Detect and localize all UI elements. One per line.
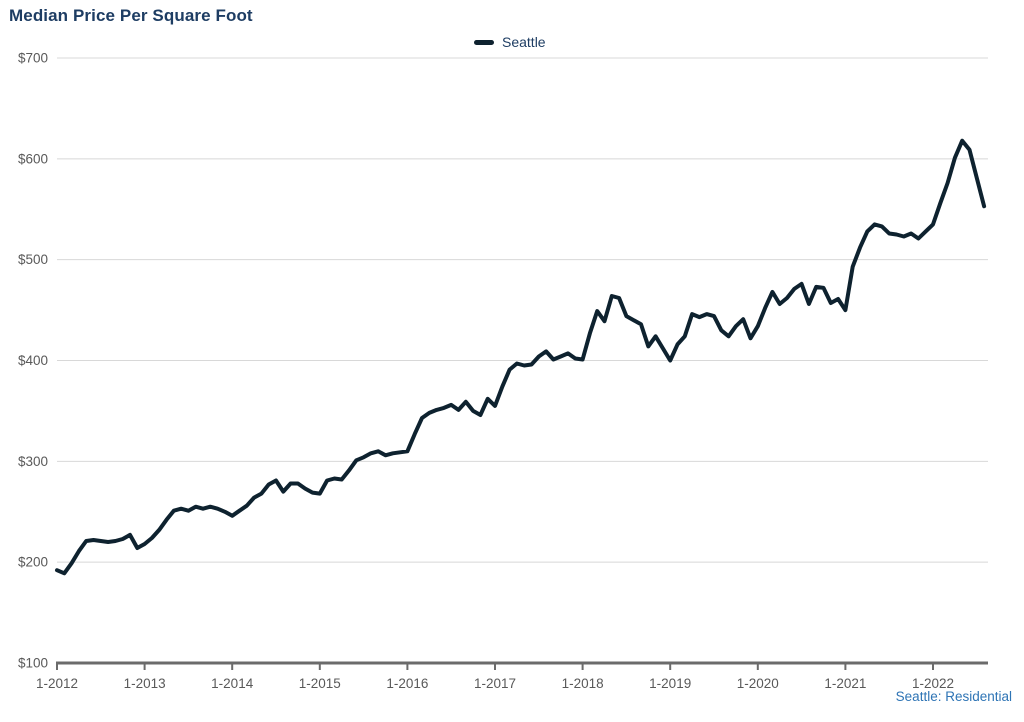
series-line-seattle (55, 138, 987, 576)
source-note: Seattle: Residential (895, 689, 1012, 704)
svg-text:1-2022: 1-2022 (912, 676, 954, 691)
page-title: Median Price Per Square Foot (9, 6, 253, 25)
legend: Seattle (474, 34, 546, 50)
legend-item-label: Seattle (502, 34, 546, 50)
svg-text:1-2017: 1-2017 (474, 676, 516, 691)
legend-line-swatch (474, 39, 494, 45)
svg-text:1-2015: 1-2015 (299, 676, 341, 691)
svg-text:1-2021: 1-2021 (824, 676, 866, 691)
svg-text:1-2020: 1-2020 (737, 676, 779, 691)
svg-text:$300: $300 (18, 454, 48, 469)
svg-text:$500: $500 (18, 252, 48, 267)
svg-text:1-2014: 1-2014 (211, 676, 254, 691)
svg-text:1-2018: 1-2018 (562, 676, 604, 691)
svg-text:1-2013: 1-2013 (124, 676, 166, 691)
svg-text:1-2019: 1-2019 (649, 676, 691, 691)
y-axis-labels: $100 $200 $300 $400 $500 $600 $700 (18, 51, 48, 671)
svg-text:$600: $600 (18, 151, 48, 166)
x-axis-labels: 1-2012 1-2013 1-2014 1-2015 1-2016 1-2017 1-20… (36, 676, 954, 691)
svg-text:1-2016: 1-2016 (386, 676, 428, 691)
svg-text:$100: $100 (18, 656, 48, 671)
svg-text:$200: $200 (18, 555, 48, 570)
x-axis-ticks (56, 663, 934, 670)
svg-text:$700: $700 (18, 51, 48, 66)
svg-text:1-2012: 1-2012 (36, 676, 78, 691)
svg-text:$400: $400 (18, 353, 48, 368)
y-gridlines (57, 57, 988, 664)
